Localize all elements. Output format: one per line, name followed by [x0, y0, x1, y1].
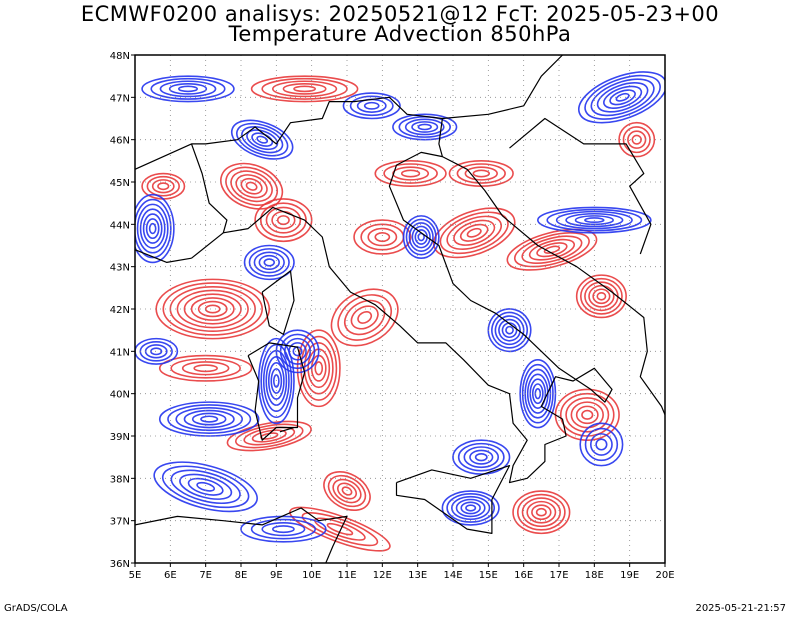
- lat-tick-label: 40N: [110, 390, 130, 401]
- lat-tick-label: 47N: [110, 93, 130, 104]
- coastline-segment: [442, 156, 665, 416]
- cold-advection-cell: [243, 244, 295, 281]
- lon-tick-label: 10E: [302, 570, 321, 581]
- cold-advection-cell: [536, 206, 652, 234]
- lat-tick-label: 44N: [110, 220, 130, 231]
- warm-advection-cell: [250, 75, 359, 103]
- coastline-segment: [438, 118, 443, 157]
- lon-tick-label: 16E: [514, 570, 533, 581]
- coastline-segment: [261, 270, 295, 335]
- warm-advection-cell: [374, 160, 447, 188]
- lat-tick-label: 48N: [110, 51, 130, 62]
- lon-tick-label: 14E: [443, 570, 462, 581]
- graticule: [135, 55, 665, 563]
- lat-tick-label: 43N: [110, 263, 130, 274]
- cold-advection-cell: [402, 215, 440, 260]
- footer-credit: GrADS/COLA: [4, 603, 68, 614]
- coastline-segment: [190, 143, 228, 233]
- cold-advection-cell: [342, 92, 401, 120]
- lon-tick-label: 5E: [129, 570, 142, 581]
- lon-tick-label: 20E: [655, 570, 674, 581]
- footer-timestamp: 2025-05-21-21:57: [695, 603, 786, 614]
- lat-tick-label: 36N: [110, 559, 130, 570]
- warm-advection-cell: [512, 490, 571, 535]
- lon-tick-label: 13E: [408, 570, 427, 581]
- coastline-segment: [135, 507, 348, 563]
- lat-tick-label: 46N: [110, 136, 130, 147]
- lon-tick-label: 15E: [479, 570, 498, 581]
- coastline-segment: [509, 117, 652, 255]
- lon-tick-label: 11E: [337, 570, 356, 581]
- chart-subtitle: Temperature Advection 850hPa: [228, 22, 572, 46]
- cold-advection-cell: [579, 422, 624, 467]
- cold-advection-cell: [452, 439, 511, 475]
- cold-advection-cell: [141, 75, 235, 103]
- lon-tick-label: 6E: [164, 570, 177, 581]
- lon-tick-label: 12E: [373, 570, 392, 581]
- chart-title: ECMWF0200 analisys: 20250521@12 FcT: 202…: [80, 2, 720, 26]
- lon-tick-label: 17E: [549, 570, 568, 581]
- warm-advection-cell: [330, 288, 399, 347]
- lat-tick-label: 42N: [110, 305, 130, 316]
- coastline-segment: [395, 465, 511, 534]
- coastline-segment: [135, 55, 563, 170]
- warm-advection-cell: [506, 228, 598, 271]
- warm-advection-cell: [141, 172, 186, 200]
- warm-advection-cell: [226, 420, 312, 452]
- coastline-segment: [191, 151, 613, 484]
- cold-advection-cell: [240, 515, 327, 543]
- cold-advection-cell: [441, 490, 500, 526]
- lat-tick-label: 38N: [110, 474, 130, 485]
- lon-tick-label: 8E: [235, 570, 248, 581]
- lon-tick-label: 7E: [199, 570, 212, 581]
- lon-tick-label: 19E: [620, 570, 639, 581]
- lat-tick-label: 37N: [110, 517, 130, 528]
- lat-tick-label: 45N: [110, 178, 130, 189]
- coastline-segment: [279, 426, 295, 433]
- coastline-segment: [135, 249, 192, 263]
- lon-tick-label: 18E: [585, 570, 604, 581]
- cold-advection-cell: [578, 71, 665, 124]
- lon-tick-label: 9E: [270, 570, 283, 581]
- cold-advection-cell: [158, 401, 260, 437]
- axes: 5E 6E 7E 8E 9E 10E 11E 12E 13E 14E 15E 16E 17E 18E 19E…: [110, 51, 675, 581]
- warm-advection-cell: [618, 121, 656, 158]
- lat-tick-label: 39N: [110, 432, 130, 443]
- cold-advection-cell: [153, 461, 258, 513]
- lat-tick-label: 41N: [110, 347, 130, 358]
- cold-advection-cell: [135, 193, 175, 264]
- coastline-segment: [247, 342, 306, 441]
- coastlines: [135, 55, 665, 563]
